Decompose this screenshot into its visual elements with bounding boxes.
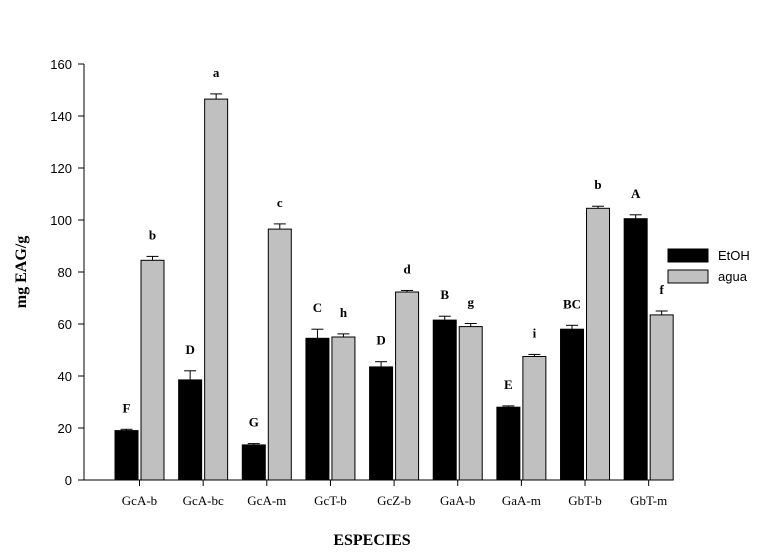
significance-label: c [277,195,283,210]
y-tick-label: 60 [58,317,72,332]
significance-label: E [504,377,513,392]
x-tick-label: GcT-b [314,493,347,508]
x-tick-label: GbT-b [568,493,601,508]
significance-label: D [376,333,385,348]
bar-etoh-gbt-m [623,218,648,481]
y-tick-label: 0 [65,473,72,488]
x-tick-label: GaA-b [440,493,475,508]
bar-etoh-gaa-m [496,406,521,481]
x-tick-label: GcA-m [247,493,286,508]
y-tick-label: 40 [58,369,72,384]
legend: EtOH agua [667,248,750,284]
significance-label: F [123,400,131,415]
y-axis-title: mg EAG/g [13,236,30,308]
x-tick-label: GbT-m [630,493,667,508]
significance-labels: F D G C D B E BC Ab a c h d g i b f [123,65,665,430]
significance-label: a [213,65,220,80]
bar-agua-gaa-b [458,326,483,481]
bar-agua-gbt-b [586,207,611,481]
bar-etoh-gca-m [241,444,266,481]
significance-label: b [149,227,156,242]
y-tick-label: 100 [50,213,72,228]
significance-label: d [403,261,411,276]
bar-agua-gcz-b [395,291,420,481]
significance-label: h [340,305,348,320]
significance-label: G [249,415,259,430]
legend-label-agua: agua [718,269,748,284]
bar-etoh-gcz-b [369,366,394,481]
x-tick-label: GaA-m [502,493,541,508]
x-tick-label: GcA-bc [183,493,224,508]
bar-etoh-gca-b [114,430,139,481]
y-axis: 0 20 40 60 80 100 120 140 160 [50,57,85,488]
significance-label: f [659,282,664,297]
significance-label: D [185,342,194,357]
significance-label: B [440,287,449,302]
x-tick-label: GcZ-b [377,493,411,508]
y-tick-label: 160 [50,57,72,72]
y-tick-label: 140 [50,109,72,124]
bar-etoh-gca-bc [178,379,203,481]
bar-agua-gca-b [140,259,165,481]
significance-label: A [631,186,641,201]
significance-label: C [313,300,322,315]
y-tick-label: 120 [50,161,72,176]
bar-agua-gaa-m [522,356,547,481]
x-tick-label: GcA-b [122,493,157,508]
bars [114,93,674,481]
significance-label: BC [563,296,581,311]
legend-swatch-agua [667,269,709,284]
significance-label: g [467,294,474,309]
bar-etoh-gaa-b [432,319,457,481]
x-axis: GcA-b GcA-bc GcA-m GcT-b GcZ-b GaA-b GaA-m GbT-… [84,479,667,508]
bar-agua-gca-m [267,228,292,481]
bar-agua-gca-bc [204,98,229,481]
y-tick-label: 80 [58,265,72,280]
x-axis-title: ESPECIES [333,532,410,549]
bar-etoh-gbt-b [560,328,585,481]
y-tick-label: 20 [58,421,72,436]
significance-label: b [594,177,601,192]
bar-agua-gct-b [331,336,356,481]
legend-label-etoh: EtOH [718,248,750,263]
bar-agua-gbt-m [649,314,674,481]
legend-swatch-etoh [667,248,709,263]
bar-etoh-gct-b [305,337,330,481]
significance-label: i [533,325,537,340]
